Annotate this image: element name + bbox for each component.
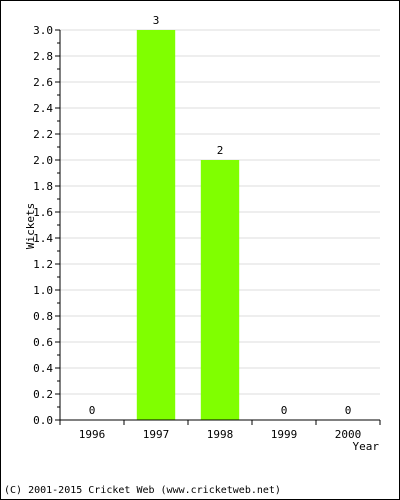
y-tick-label: 2.6: [33, 76, 53, 89]
x-tick-label: 1998: [207, 428, 234, 441]
y-tick-label: 0.2: [33, 388, 53, 401]
y-axis-label: Wickets: [24, 203, 37, 249]
y-tick-label: 2.4: [33, 102, 53, 115]
data-label-1997: 3: [153, 14, 160, 27]
y-tick-label: 2.8: [33, 50, 53, 63]
x-tick-label: 1996: [79, 428, 106, 441]
data-label-2000: 0: [345, 404, 352, 417]
bar-1997: [136, 30, 176, 420]
y-tick-label: 0.6: [33, 336, 53, 349]
y-axis-ticks: 0.0 0.2 0.4 0.6 0.8 1.0 1.2 1.4 1.6 1.8 2.0 2.2 2.4 2…: [33, 24, 60, 427]
bar-1998: [200, 160, 240, 420]
x-axis-label: Year: [353, 440, 380, 453]
data-label-1998: 2: [217, 144, 224, 157]
y-tick-label: 0.8: [33, 310, 53, 323]
y-tick-label: 2.0: [33, 154, 53, 167]
y-tick-label: 3.0: [33, 24, 53, 37]
bar-data-labels: 0 3 2 0 0: [89, 14, 352, 417]
x-axis-ticks: 1996 1997 1998 1999 2000: [59, 420, 381, 441]
x-tick-label: 1997: [143, 428, 170, 441]
x-tick-label: 2000: [335, 428, 362, 441]
y-tick-label: 1.6: [33, 206, 53, 219]
y-tick-label: 1.8: [33, 180, 53, 193]
x-tick-label: 1999: [271, 428, 298, 441]
y-tick-label: 1.0: [33, 284, 53, 297]
y-tick-label: 2.2: [33, 128, 53, 141]
y-tick-label: 0.0: [33, 414, 53, 427]
y-tick-label: 1.2: [33, 258, 53, 271]
bars: [136, 30, 240, 420]
copyright-text: (C) 2001-2015 Cricket Web (www.cricketwe…: [4, 485, 281, 496]
data-label-1999: 0: [281, 404, 288, 417]
y-tick-label: 0.4: [33, 362, 53, 375]
y-tick-label: 1.4: [33, 232, 53, 245]
data-label-1996: 0: [89, 404, 96, 417]
